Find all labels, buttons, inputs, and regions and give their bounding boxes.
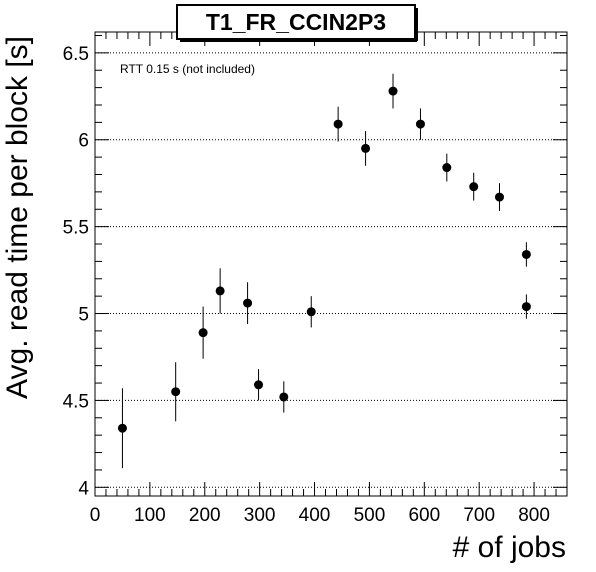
data-point — [243, 298, 253, 308]
data-point — [521, 302, 531, 312]
data-point — [415, 119, 425, 129]
data-point — [442, 163, 452, 173]
data-point — [279, 392, 289, 402]
x-tick-label: 100 — [134, 505, 166, 526]
x-axis-title: # of jobs — [453, 531, 566, 564]
x-tick-label: 400 — [299, 505, 331, 526]
data-point — [388, 86, 398, 96]
data-point — [117, 423, 127, 433]
x-tick-label: 800 — [518, 505, 550, 526]
chart-title: T1_FR_CCIN2P3 — [206, 9, 386, 35]
y-axis-title: Avg. read time per block [s] — [1, 36, 34, 399]
y-tick-label: 4 — [78, 478, 89, 499]
title-box — [176, 4, 416, 40]
y-tick-label: 5 — [78, 305, 89, 326]
data-point — [521, 249, 531, 259]
annotation-text: RTT 0.15 s (not included) — [120, 62, 255, 76]
x-tick-label: 500 — [354, 505, 386, 526]
x-tick-label: 300 — [244, 505, 276, 526]
data-point — [333, 119, 343, 129]
y-tick-label: 4.5 — [63, 391, 89, 412]
data-point — [254, 380, 264, 390]
x-tick-label: 0 — [90, 505, 101, 526]
data-points — [117, 73, 531, 469]
axes: 0 100 200 300 400 500 600 700 800 4 4.5 5 5.5 6 6.5 — [63, 32, 568, 526]
data-point — [171, 387, 181, 397]
y-tick-label: 6.5 — [63, 44, 89, 65]
grid-lines — [95, 52, 567, 488]
x-tick-label: 600 — [408, 505, 440, 526]
data-point — [215, 286, 225, 296]
data-point — [306, 307, 316, 317]
data-point — [361, 143, 371, 153]
x-tick-label: 200 — [189, 505, 221, 526]
x-tick-label: 700 — [463, 505, 495, 526]
data-point — [469, 182, 479, 192]
data-point — [198, 328, 208, 338]
data-point — [494, 192, 504, 202]
y-tick-label: 6 — [78, 131, 89, 152]
y-tick-label: 5.5 — [63, 218, 89, 239]
